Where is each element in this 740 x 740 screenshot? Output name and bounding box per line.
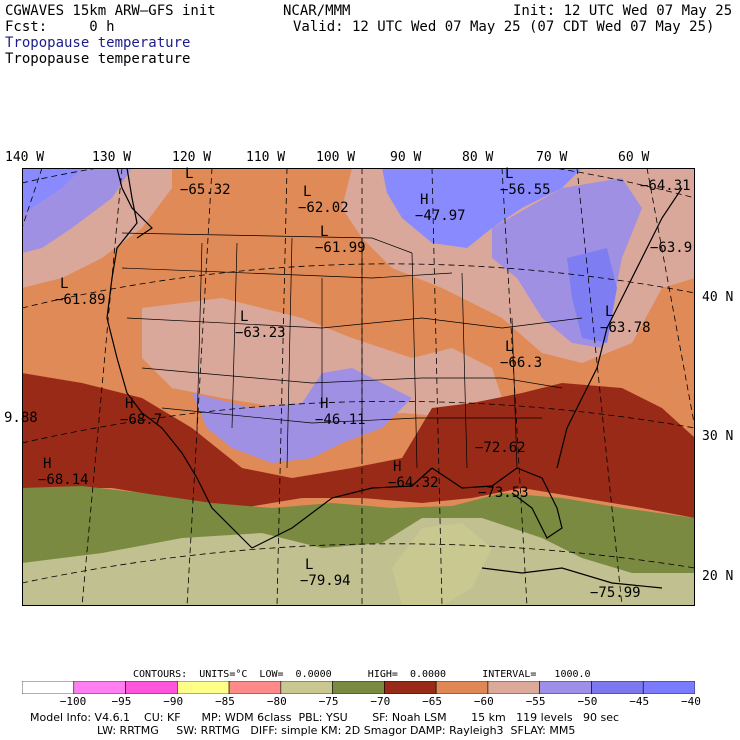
low-marker: L bbox=[505, 339, 514, 355]
field-band-minus40 bbox=[22, 168, 82, 213]
high-marker: H bbox=[43, 456, 52, 472]
lon-label: 120 W bbox=[172, 150, 212, 165]
init-time: Init: 12 UTC Wed 07 May 25 bbox=[513, 3, 733, 19]
extremum-value: −68.14 bbox=[38, 472, 89, 488]
colorbar-swatch bbox=[332, 681, 385, 694]
lat-label: 40 N bbox=[702, 290, 734, 305]
extremum-value: 9.88 bbox=[4, 410, 38, 426]
colorbar-swatch bbox=[539, 681, 592, 694]
extremum-value: −64.31 bbox=[640, 178, 691, 194]
colorbar bbox=[22, 681, 695, 694]
extremum-value: −72.62 bbox=[475, 440, 526, 456]
colorbar-swatch bbox=[177, 681, 230, 694]
field-band-minus65 bbox=[22, 373, 695, 518]
extremum-value: −79.94 bbox=[300, 573, 351, 589]
colorbar-swatch bbox=[642, 681, 695, 694]
lon-label: 130 W bbox=[92, 150, 132, 165]
colorbar-label: −40 bbox=[681, 695, 701, 708]
physics-info: LW: RRTMG SW: RRTMG DIFF: simple KM: 2D … bbox=[97, 724, 576, 737]
high-marker: H bbox=[320, 396, 329, 412]
colorbar-label: −100 bbox=[59, 695, 87, 708]
colorbar-swatch bbox=[384, 681, 437, 694]
extremum-value: −65.32 bbox=[180, 182, 231, 198]
colorbar-swatch bbox=[591, 681, 644, 694]
colorbar-label: −65 bbox=[422, 695, 443, 708]
colorbar-label: −95 bbox=[111, 695, 132, 708]
colorbar-label: −75 bbox=[318, 695, 339, 708]
colorbar-swatch bbox=[73, 681, 126, 694]
extremum-value: −47.97 bbox=[415, 208, 466, 224]
colorbar-label: −50 bbox=[577, 695, 598, 708]
colorbar-swatch bbox=[280, 681, 333, 694]
lon-label: 80 W bbox=[462, 150, 494, 165]
field-title-blue: Tropopause temperature bbox=[5, 35, 191, 51]
colorbar-swatch bbox=[228, 681, 282, 694]
colorbar-label: −80 bbox=[266, 695, 287, 708]
valid-time: Valid: 12 UTC Wed 07 May 25 (07 CDT Wed … bbox=[293, 19, 715, 35]
field-band-minus50 bbox=[192, 368, 412, 463]
low-marker: L bbox=[240, 309, 249, 325]
colorbar-label: −55 bbox=[525, 695, 546, 708]
low-marker: L bbox=[605, 304, 614, 320]
field-band-minus75 bbox=[22, 518, 695, 606]
high-marker: H bbox=[393, 459, 402, 475]
high-marker: H bbox=[420, 192, 429, 208]
extremum-value: −63.23 bbox=[235, 325, 286, 341]
colorbar-label: −70 bbox=[370, 695, 391, 708]
extremum-value: −56.55 bbox=[500, 182, 551, 198]
extremum-value: −46.11 bbox=[315, 412, 366, 428]
field-band-minus75 bbox=[392, 523, 492, 606]
field-title: Tropopause temperature bbox=[5, 51, 191, 67]
colorbar-label: −85 bbox=[215, 695, 235, 708]
extremum-value: −61.99 bbox=[315, 240, 366, 256]
colorbar-swatch bbox=[487, 681, 540, 694]
lon-label: 110 W bbox=[246, 150, 286, 165]
extremum-value: −75.99 bbox=[590, 585, 641, 601]
colorbar-swatch bbox=[22, 681, 75, 694]
low-marker: L bbox=[320, 224, 329, 240]
colorbar-label: −60 bbox=[473, 695, 494, 708]
extremum-value: −73.53 bbox=[478, 485, 529, 501]
state-borders bbox=[121, 232, 583, 469]
extremum-value: −68.7 bbox=[120, 412, 163, 428]
low-marker: L bbox=[505, 166, 514, 182]
extremum-value: −61.89 bbox=[55, 292, 106, 308]
low-marker: L bbox=[60, 276, 69, 292]
high-marker: H bbox=[125, 396, 134, 412]
low-marker: L bbox=[303, 184, 312, 200]
model-title: CGWAVES 15km ARW–GFS init bbox=[5, 3, 216, 19]
lon-label: 70 W bbox=[536, 150, 568, 165]
extremum-value: −64.32 bbox=[388, 475, 439, 491]
graticule bbox=[22, 168, 695, 606]
coastlines bbox=[106, 168, 683, 589]
extremum-value: −63.9 bbox=[650, 240, 693, 256]
lon-label: 100 W bbox=[316, 150, 356, 165]
colorbar-label: −45 bbox=[629, 695, 650, 708]
lat-label: 30 N bbox=[702, 429, 734, 444]
low-marker: L bbox=[305, 557, 314, 573]
tropopause-temperature-map bbox=[22, 168, 695, 606]
colorbar-label: −90 bbox=[163, 695, 184, 708]
colorbar-swatch bbox=[125, 681, 178, 694]
forecast-hour: Fcst: 0 h bbox=[5, 19, 115, 35]
extremum-value: −63.78 bbox=[600, 320, 651, 336]
model-info: Model Info: V4.6.1 CU: KF MP: WDM 6class… bbox=[30, 711, 620, 724]
map-frame bbox=[22, 168, 695, 606]
contours-info: CONTOURS: UNITS=°C LOW= 0.0000 HIGH= 0.0… bbox=[133, 669, 591, 680]
extremum-value: −62.02 bbox=[298, 200, 349, 216]
low-marker: L bbox=[185, 166, 194, 182]
colorbar-swatch bbox=[435, 681, 489, 694]
extremum-value: −66.3 bbox=[500, 355, 543, 371]
lon-label: 60 W bbox=[618, 150, 650, 165]
lat-label: 20 N bbox=[702, 569, 734, 584]
lon-label: 140 W bbox=[5, 150, 45, 165]
center-label: NCAR/MMM bbox=[283, 3, 351, 19]
lon-label: 90 W bbox=[390, 150, 422, 165]
field-band-minus40 bbox=[382, 168, 582, 248]
field-band-minus45 bbox=[567, 248, 617, 343]
